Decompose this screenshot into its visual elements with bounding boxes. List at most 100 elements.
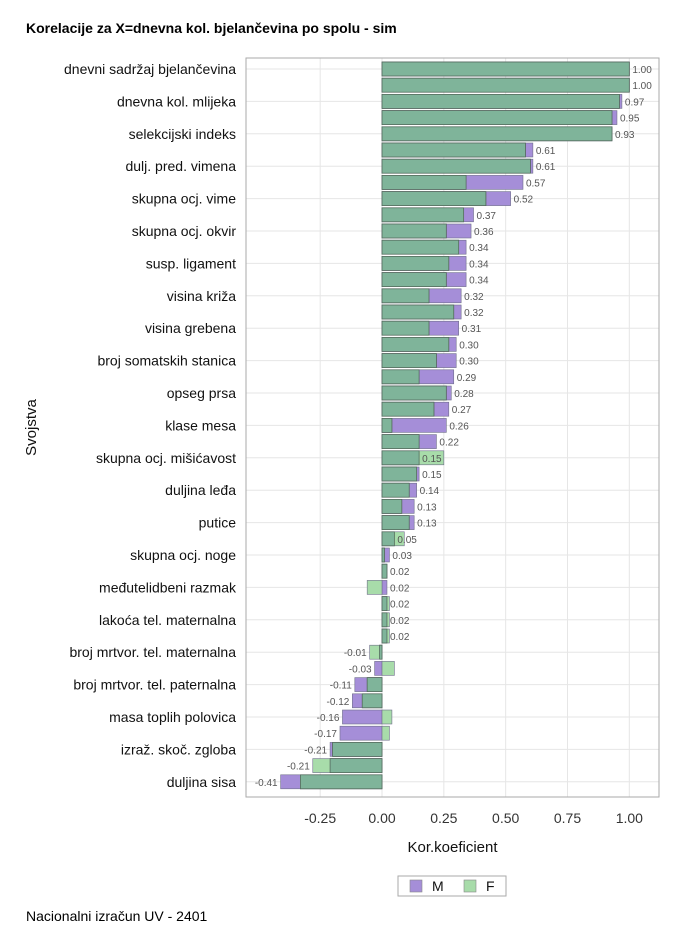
category-label: putice bbox=[199, 515, 237, 531]
value-label: 0.02 bbox=[390, 600, 410, 611]
bar-overlap bbox=[381, 272, 447, 288]
bar-m bbox=[339, 725, 383, 741]
value-labels-layer: 1.00 1.00 0.97 0.95 0.93 0.61 0.61 0.57 0.52 0.37… bbox=[255, 65, 652, 789]
value-label: 0.95 bbox=[620, 114, 640, 125]
chart-title: Korelacije za X=dnevna kol. bjelančevina… bbox=[26, 20, 397, 36]
category-label: dulj. pred. vimena bbox=[125, 158, 236, 174]
value-label: 0.13 bbox=[417, 519, 437, 530]
bar-overlap bbox=[381, 596, 388, 611]
category-label: masa toplih polovica bbox=[109, 709, 236, 725]
bar-overlap bbox=[381, 612, 388, 628]
x-tick-labels-layer: -0.25 0.00 0.25 0.50 0.75 1.00 bbox=[304, 810, 643, 826]
bar-f bbox=[366, 580, 383, 595]
category-label: dnevni sadržaj bjelančevina bbox=[64, 61, 236, 77]
value-label: 0.31 bbox=[462, 324, 482, 335]
value-label: 0.93 bbox=[615, 130, 635, 141]
value-label: 0.14 bbox=[420, 486, 440, 497]
value-label: 0.61 bbox=[536, 162, 556, 173]
x-tick-label: 0.75 bbox=[554, 810, 581, 826]
category-label: skupna ocj. mišićavost bbox=[96, 450, 236, 466]
footnote: Nacionalni izračun UV - 2401 bbox=[26, 908, 208, 924]
bar-overlap bbox=[381, 466, 418, 482]
bar-overlap bbox=[381, 223, 447, 239]
bar-overlap bbox=[381, 515, 410, 530]
bar-f bbox=[381, 725, 390, 741]
value-label: -0.21 bbox=[304, 745, 327, 756]
bar-overlap bbox=[381, 369, 420, 385]
value-label: 0.02 bbox=[390, 583, 410, 594]
bar-overlap bbox=[381, 450, 420, 466]
value-label: 0.30 bbox=[459, 340, 479, 351]
value-label: 0.32 bbox=[464, 308, 484, 319]
bar-overlap bbox=[361, 693, 383, 709]
value-label: 0.29 bbox=[457, 373, 477, 384]
value-label: 0.32 bbox=[464, 292, 484, 303]
x-tick-label: 0.50 bbox=[492, 810, 519, 826]
value-label: 0.02 bbox=[390, 616, 410, 627]
value-label: -0.01 bbox=[344, 648, 367, 659]
legend-label-m: M bbox=[432, 878, 444, 894]
x-tick-label: -0.25 bbox=[304, 810, 336, 826]
bar-overlap bbox=[381, 336, 450, 352]
bar-overlap bbox=[381, 255, 450, 271]
value-label: 0.02 bbox=[390, 567, 410, 578]
value-label: 0.61 bbox=[536, 146, 556, 157]
bar-f bbox=[381, 709, 393, 725]
value-label: 0.34 bbox=[469, 243, 489, 254]
value-label: 0.27 bbox=[452, 405, 472, 416]
category-label: broj mrtvor. tel. paternalna bbox=[73, 677, 236, 693]
category-label: skupna ocj. vime bbox=[132, 191, 236, 207]
category-label: duljina leđa bbox=[165, 482, 236, 498]
category-label: susp. ligament bbox=[146, 255, 236, 271]
category-label: broj mrtvor. tel. maternalna bbox=[69, 644, 236, 660]
legend-swatch-f bbox=[463, 879, 477, 893]
value-label: 0.26 bbox=[449, 421, 469, 432]
bar-overlap bbox=[381, 320, 430, 336]
value-label: 0.03 bbox=[392, 551, 412, 562]
bar-m bbox=[381, 580, 388, 595]
category-label: visina grebena bbox=[145, 320, 236, 336]
value-label: -0.17 bbox=[314, 729, 337, 740]
value-label: -0.03 bbox=[349, 664, 372, 675]
x-tick-label: 0.25 bbox=[430, 810, 457, 826]
bar-overlap bbox=[381, 142, 526, 158]
plot-frame bbox=[245, 57, 660, 798]
bar-overlap bbox=[381, 288, 430, 304]
bar-overlap bbox=[381, 401, 435, 417]
bar-overlap bbox=[381, 531, 395, 547]
category-label: visina križa bbox=[167, 288, 236, 304]
value-label: 1.00 bbox=[632, 65, 652, 76]
category-label: duljina sisa bbox=[167, 774, 236, 790]
bar-m bbox=[374, 661, 383, 676]
legend-label-f: F bbox=[486, 878, 495, 894]
bar-overlap bbox=[381, 547, 385, 563]
value-label: 0.36 bbox=[474, 227, 494, 238]
category-label: dnevna kol. mlijeka bbox=[117, 93, 236, 109]
value-label: 0.37 bbox=[477, 211, 497, 222]
value-label: -0.41 bbox=[255, 778, 278, 789]
bar-overlap bbox=[381, 126, 613, 142]
bar-m bbox=[342, 709, 383, 725]
bar-overlap bbox=[381, 61, 630, 77]
value-label: 0.22 bbox=[439, 438, 459, 449]
bar-overlap bbox=[381, 174, 467, 190]
legend-swatch-m bbox=[409, 879, 423, 893]
bar-overlap bbox=[381, 498, 403, 514]
value-label: 0.15 bbox=[422, 470, 442, 481]
bar-overlap bbox=[381, 94, 620, 109]
category-label: lakoća tel. maternalna bbox=[99, 612, 236, 628]
bar-overlap bbox=[381, 110, 613, 125]
bar-overlap bbox=[381, 385, 447, 401]
bar-overlap bbox=[300, 774, 383, 790]
x-tick-label: 1.00 bbox=[616, 810, 643, 826]
bar-overlap bbox=[381, 628, 388, 644]
category-label: skupna ocj. noge bbox=[130, 547, 236, 563]
category-label: međutelidbeni razmak bbox=[99, 579, 237, 595]
category-labels-layer: dnevni sadržaj bjelančevina dnevna kol. m… bbox=[64, 61, 237, 790]
bar-f bbox=[381, 661, 395, 676]
bar-overlap bbox=[381, 563, 388, 579]
category-label: opseg prsa bbox=[167, 385, 236, 401]
value-label: -0.11 bbox=[330, 681, 352, 692]
